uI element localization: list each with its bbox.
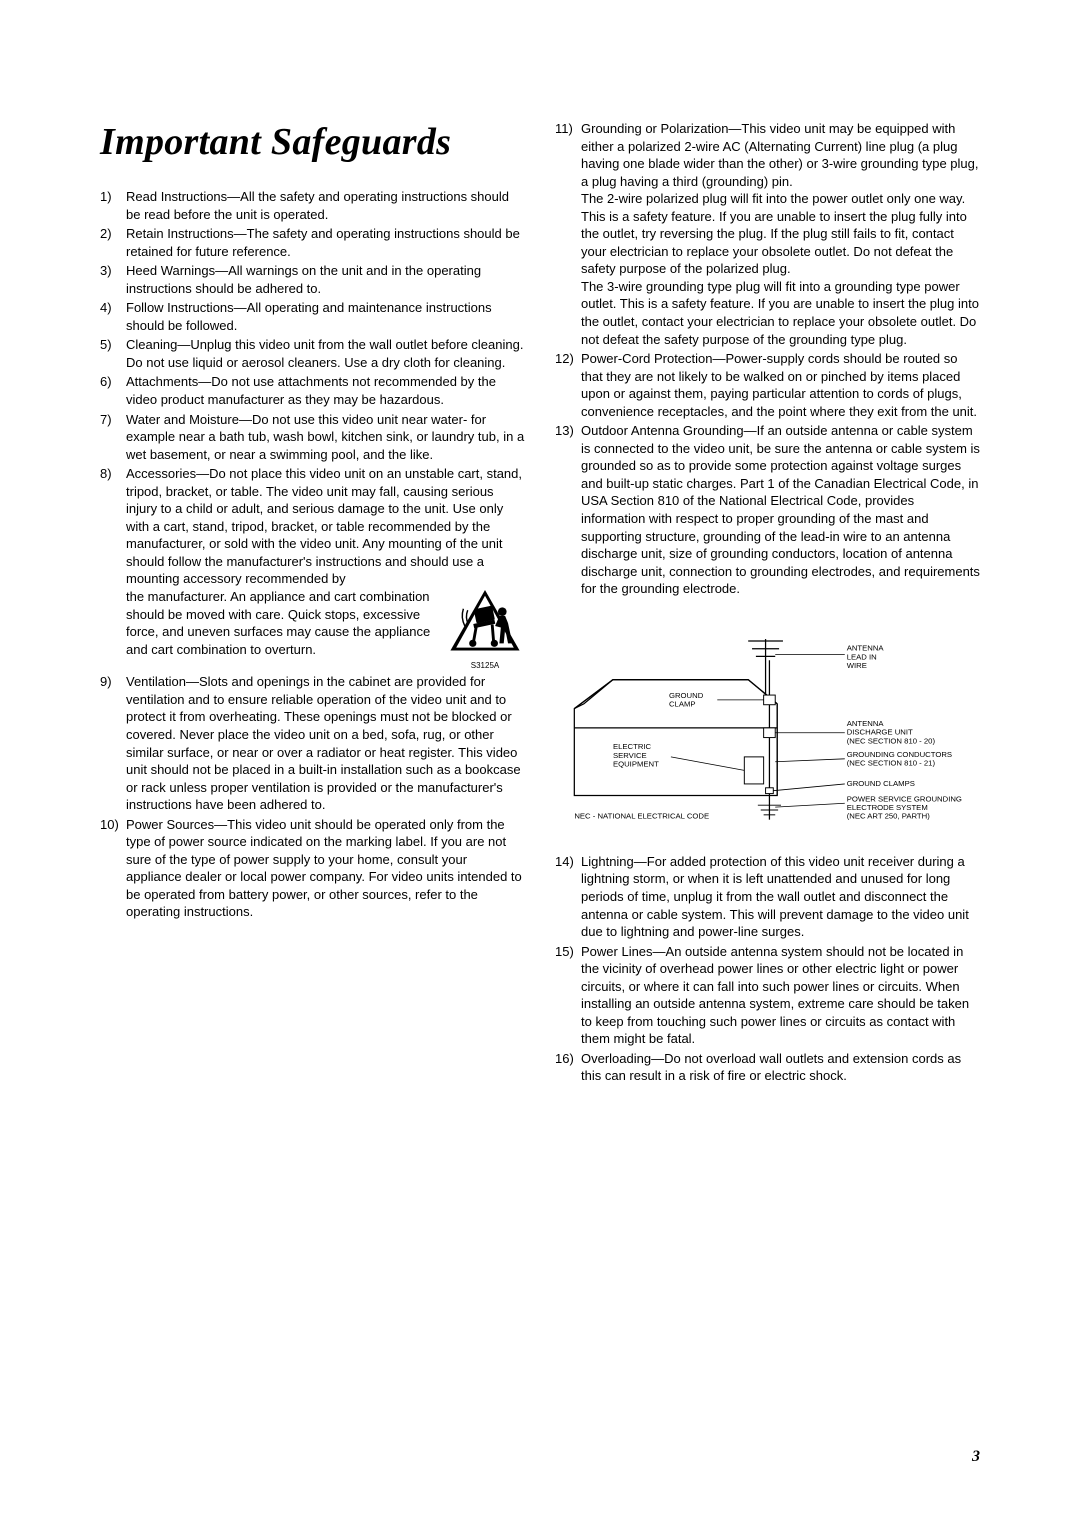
item-text: Lightning—For added protection of this v… <box>581 853 980 941</box>
item-text: Water and Moisture—Do not use this video… <box>126 411 525 464</box>
list-item: 7)Water and Moisture—Do not use this vid… <box>100 411 525 464</box>
cart-warning-icon: S3125A <box>445 588 525 671</box>
diag-label-clamps: GROUND CLAMPS <box>847 779 915 788</box>
list-item: 10)Power Sources—This video unit should … <box>100 816 525 921</box>
list-item: 8) Accessories—Do not place this video u… <box>100 465 525 671</box>
safeguards-list-right-b: 14)Lightning—For added protection of thi… <box>555 853 980 1085</box>
item-text-part2: the manufacturer. An appliance and cart … <box>126 588 435 658</box>
item-text-p2: The 2-wire polarized plug will fit into … <box>581 191 967 276</box>
item-text-part2: provided for ventilation and to ensure r… <box>126 674 521 812</box>
item-text-p1: Grounding or Polarization—This video uni… <box>581 121 978 189</box>
right-column: 11) Grounding or Polarization—This video… <box>555 120 980 1087</box>
item-number: 14) <box>555 853 581 941</box>
item-text: Follow Instructions—All operating and ma… <box>126 299 525 334</box>
item-number: 7) <box>100 411 126 464</box>
diag-label-ground-clamp: GROUNDCLAMP <box>669 691 704 709</box>
diag-label-antenna-lead: ANTENNALEAD INWIRE <box>847 643 885 669</box>
item-text: Overloading—Do not overload wall outlets… <box>581 1050 980 1085</box>
diag-label-service: ELECTRICSERVICEEQUIPMENT <box>613 742 659 768</box>
list-item: 14)Lightning—For added protection of thi… <box>555 853 980 941</box>
diag-label-power: POWER SERVICE GROUNDINGELECTRODE SYSTEM(… <box>847 794 962 820</box>
item-number: 5) <box>100 336 126 371</box>
item-text: Power Lines—An outside antenna system sh… <box>581 943 980 1048</box>
item-text: Grounding or Polarization—This video uni… <box>581 120 980 348</box>
list-item: 1)Read Instructions—All the safety and o… <box>100 188 525 223</box>
item-text: Heed Warnings—All warnings on the unit a… <box>126 262 525 297</box>
item-text: Outdoor Antenna Grounding—If an outside … <box>581 422 980 597</box>
page-title: Important Safeguards <box>100 120 525 164</box>
page-content: Important Safeguards 1)Read Instructions… <box>0 0 1080 1147</box>
list-item: 5)Cleaning—Unplug this video unit from t… <box>100 336 525 371</box>
list-item: 15)Power Lines—An outside antenna system… <box>555 943 980 1048</box>
item-text: Ventilation—Slots and openings in the ca… <box>126 673 525 813</box>
item-number: 16) <box>555 1050 581 1085</box>
item-text: Cleaning—Unplug this video unit from the… <box>126 336 525 371</box>
diag-label-conductors: GROUNDING CONDUCTORS(NEC SECTION 810 - 2… <box>847 750 952 768</box>
item-number: 13) <box>555 422 581 597</box>
item-number: 4) <box>100 299 126 334</box>
item-number: 1) <box>100 188 126 223</box>
antenna-grounding-diagram: ANTENNALEAD INWIRE GROUNDCLAMP ANTENNADI… <box>555 612 980 839</box>
list-item: 9) Ventilation—Slots and openings in the… <box>100 673 525 813</box>
item-text: Attachments—Do not use attachments not r… <box>126 373 525 408</box>
safeguards-list-right-a: 11) Grounding or Polarization—This video… <box>555 120 980 598</box>
cart-caption: S3125A <box>445 661 525 672</box>
list-item: 11) Grounding or Polarization—This video… <box>555 120 980 348</box>
item-text: Retain Instructions—The safety and opera… <box>126 225 525 260</box>
page-number: 3 <box>972 1448 980 1466</box>
item-text-part: Accessories—Do not place this video unit… <box>126 466 522 586</box>
item-text: Read Instructions—All the safety and ope… <box>126 188 525 223</box>
list-item: 13)Outdoor Antenna Grounding—If an outsi… <box>555 422 980 597</box>
list-item: 2)Retain Instructions—The safety and ope… <box>100 225 525 260</box>
list-item: 3)Heed Warnings—All warnings on the unit… <box>100 262 525 297</box>
list-item: 4)Follow Instructions—All operating and … <box>100 299 525 334</box>
item-text: Power-Cord Protection—Power-supply cords… <box>581 350 980 420</box>
item-text-part: Ventilation—Slots and openings in the ca… <box>126 674 413 689</box>
left-column: Important Safeguards 1)Read Instructions… <box>100 120 525 1087</box>
item-number: 6) <box>100 373 126 408</box>
item-number: 8) <box>100 465 126 671</box>
cart-row: the manufacturer. An appliance and cart … <box>126 588 525 671</box>
safeguards-list-left: 1)Read Instructions—All the safety and o… <box>100 188 525 921</box>
item-number: 9) <box>100 673 126 813</box>
item-number: 11) <box>555 120 581 348</box>
item-text: Accessories—Do not place this video unit… <box>126 465 525 671</box>
diag-nec-caption: NEC - NATIONAL ELECTRICAL CODE <box>574 811 709 820</box>
item-number: 3) <box>100 262 126 297</box>
item-number: 10) <box>100 816 126 921</box>
list-item: 6)Attachments—Do not use attachments not… <box>100 373 525 408</box>
diag-label-discharge: ANTENNADISCHARGE UNIT(NEC SECTION 810 - … <box>847 719 936 745</box>
list-item: 12)Power-Cord Protection—Power-supply co… <box>555 350 980 420</box>
item-number: 2) <box>100 225 126 260</box>
item-text-p3: The 3-wire grounding type plug will fit … <box>581 279 979 347</box>
item-number: 12) <box>555 350 581 420</box>
list-item: 16)Overloading—Do not overload wall outl… <box>555 1050 980 1085</box>
item-text: Power Sources—This video unit should be … <box>126 816 525 921</box>
item-number: 15) <box>555 943 581 1048</box>
